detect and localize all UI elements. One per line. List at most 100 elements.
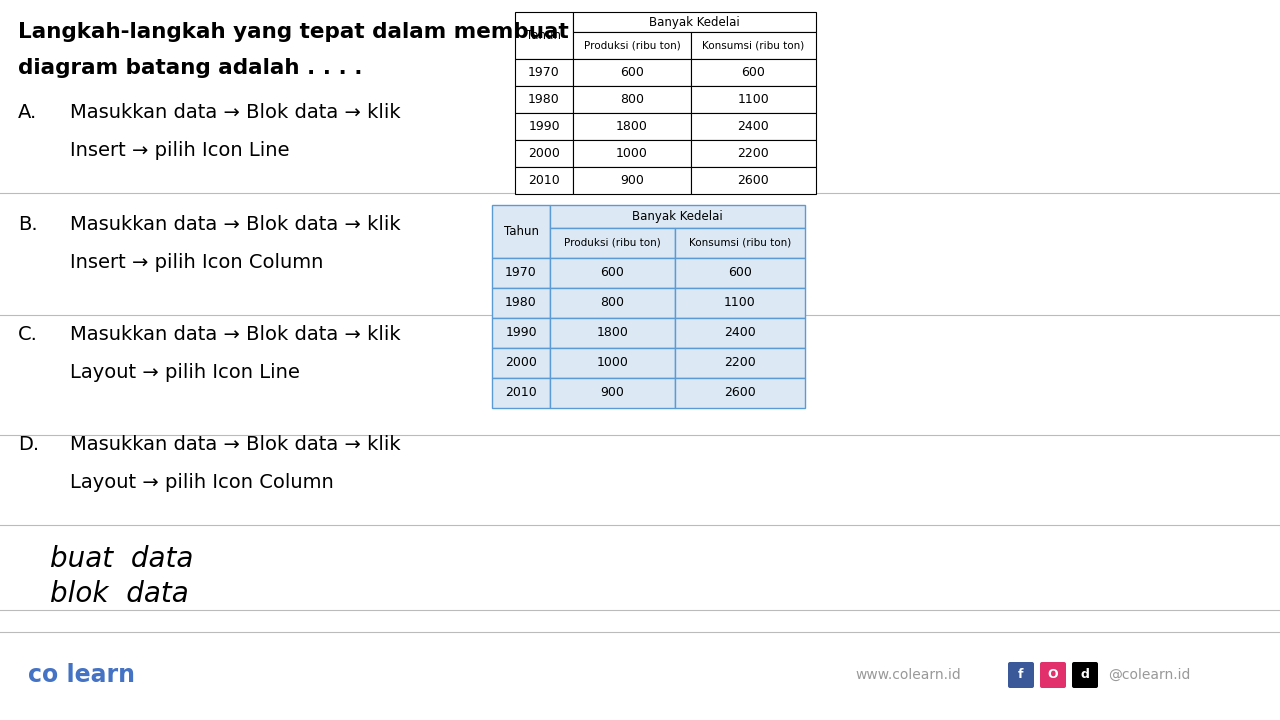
Text: buat  data: buat data (50, 545, 193, 573)
Bar (573, 140, 691, 167)
Bar (573, 59, 691, 86)
Text: Tahun: Tahun (503, 225, 539, 238)
Bar (492, 348, 550, 377)
Text: 1990: 1990 (506, 326, 536, 339)
Bar (675, 348, 805, 377)
Text: co learn: co learn (28, 663, 134, 687)
Text: Masukkan data → Blok data → klik: Masukkan data → Blok data → klik (70, 435, 401, 454)
Text: diagram batang adalah . . . .: diagram batang adalah . . . . (18, 58, 362, 78)
Text: f: f (1019, 668, 1024, 682)
Text: 2600: 2600 (737, 174, 769, 187)
Bar (573, 167, 691, 194)
Text: Layout → pilih Icon Column: Layout → pilih Icon Column (70, 473, 334, 492)
Bar (691, 59, 817, 86)
Bar (550, 205, 805, 228)
Bar (675, 228, 805, 258)
Text: Konsumsi (ribu ton): Konsumsi (ribu ton) (689, 238, 791, 248)
Bar (492, 318, 550, 348)
Text: Langkah-langkah yang tepat dalam membuat: Langkah-langkah yang tepat dalam membuat (18, 22, 568, 42)
Text: Produksi (ribu ton): Produksi (ribu ton) (584, 41, 681, 50)
FancyBboxPatch shape (1009, 662, 1034, 688)
Text: A.: A. (18, 103, 37, 122)
Text: 1980: 1980 (506, 296, 536, 309)
Bar (675, 258, 805, 287)
Text: B.: B. (18, 215, 37, 234)
Text: O: O (1048, 668, 1059, 682)
Text: Layout → pilih Icon Line: Layout → pilih Icon Line (70, 363, 300, 382)
Text: 1970: 1970 (506, 266, 536, 279)
Bar (515, 59, 573, 86)
Bar (492, 258, 550, 287)
Text: 2200: 2200 (737, 148, 769, 161)
Text: D.: D. (18, 435, 40, 454)
Text: 2010: 2010 (506, 386, 536, 399)
Bar (492, 205, 550, 258)
Text: 600: 600 (728, 266, 751, 279)
Bar (675, 377, 805, 408)
Bar (515, 86, 573, 113)
Text: blok  data: blok data (50, 580, 188, 608)
Text: Konsumsi (ribu ton): Konsumsi (ribu ton) (703, 41, 805, 50)
Text: d: d (1080, 668, 1089, 682)
FancyBboxPatch shape (1073, 662, 1098, 688)
Text: 1100: 1100 (737, 94, 769, 107)
Text: @colearn.id: @colearn.id (1108, 668, 1190, 682)
Bar (573, 32, 691, 59)
Text: Tahun: Tahun (526, 29, 562, 42)
Bar (691, 32, 817, 59)
Text: 1800: 1800 (616, 120, 648, 133)
Text: 2200: 2200 (724, 356, 756, 369)
Bar (515, 167, 573, 194)
Text: 800: 800 (620, 94, 644, 107)
Bar (492, 377, 550, 408)
Text: Produksi (ribu ton): Produksi (ribu ton) (564, 238, 660, 248)
Text: 2400: 2400 (737, 120, 769, 133)
Bar (691, 167, 817, 194)
Text: 2000: 2000 (506, 356, 536, 369)
Text: Insert → pilih Icon Column: Insert → pilih Icon Column (70, 253, 324, 272)
Text: C.: C. (18, 325, 38, 344)
Bar (515, 12, 573, 59)
Bar (550, 287, 675, 318)
FancyBboxPatch shape (1039, 662, 1066, 688)
Text: www.colearn.id: www.colearn.id (855, 668, 961, 682)
Bar (550, 228, 675, 258)
Bar (691, 86, 817, 113)
Bar (691, 140, 817, 167)
Text: Masukkan data → Blok data → klik: Masukkan data → Blok data → klik (70, 103, 401, 122)
Bar (550, 348, 675, 377)
Text: 1000: 1000 (616, 148, 648, 161)
Text: 900: 900 (600, 386, 625, 399)
Text: 2010: 2010 (529, 174, 559, 187)
Text: Banyak Kedelai: Banyak Kedelai (632, 210, 723, 222)
Bar (515, 113, 573, 140)
Text: Banyak Kedelai: Banyak Kedelai (649, 16, 740, 29)
Bar (675, 318, 805, 348)
Bar (550, 258, 675, 287)
Text: 1000: 1000 (596, 356, 628, 369)
Text: 1100: 1100 (724, 296, 756, 309)
Text: 1970: 1970 (529, 66, 559, 79)
Text: 900: 900 (620, 174, 644, 187)
Text: Insert → pilih Icon Line: Insert → pilih Icon Line (70, 141, 289, 160)
Bar (492, 287, 550, 318)
Text: 600: 600 (741, 66, 765, 79)
Text: 600: 600 (620, 66, 644, 79)
Bar (573, 113, 691, 140)
Bar (550, 318, 675, 348)
Text: 800: 800 (600, 296, 625, 309)
Bar (691, 113, 817, 140)
Text: 2000: 2000 (529, 148, 559, 161)
Bar (675, 287, 805, 318)
Text: 1800: 1800 (596, 326, 628, 339)
Text: 2600: 2600 (724, 386, 756, 399)
Text: Masukkan data → Blok data → klik: Masukkan data → Blok data → klik (70, 215, 401, 234)
Bar (573, 86, 691, 113)
Text: 2400: 2400 (724, 326, 756, 339)
Text: 600: 600 (600, 266, 625, 279)
Text: 1990: 1990 (529, 120, 559, 133)
Bar (515, 140, 573, 167)
Text: 1980: 1980 (529, 94, 559, 107)
Bar (573, 12, 817, 32)
Text: Masukkan data → Blok data → klik: Masukkan data → Blok data → klik (70, 325, 401, 344)
